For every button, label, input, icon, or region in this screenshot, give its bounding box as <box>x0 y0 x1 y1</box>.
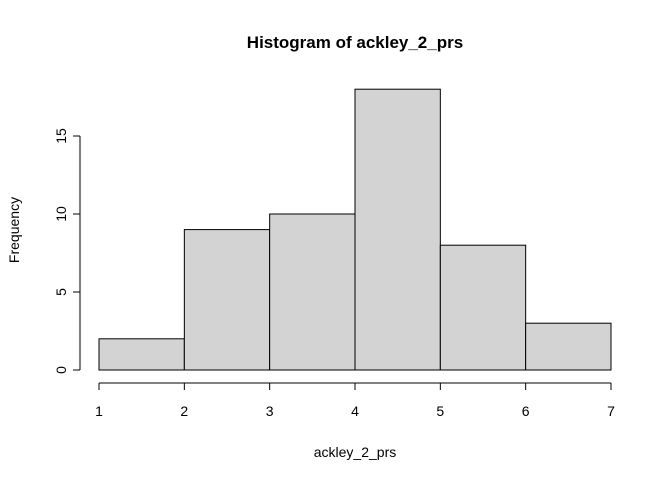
x-tick-label-1: 1 <box>95 403 103 419</box>
chart-title: Histogram of ackley_2_prs <box>247 33 463 52</box>
x-tick-label-5: 5 <box>436 403 444 419</box>
y-tick-label-5: 5 <box>53 288 69 296</box>
y-tick-label-10: 10 <box>53 206 69 222</box>
bars-group <box>98 88 612 371</box>
histogram-bar-4 <box>354 88 441 371</box>
y-tick-label-0: 0 <box>53 366 69 374</box>
x-tick-label-3: 3 <box>266 403 274 419</box>
histogram-bar-1 <box>98 338 185 371</box>
y-axis-label: Frequency <box>6 197 22 263</box>
x-axis: 1 2 3 4 5 6 7 <box>95 382 615 419</box>
x-tick-label-4: 4 <box>351 403 359 419</box>
x-tick-label-2: 2 <box>180 403 188 419</box>
histogram-bar-2 <box>183 229 271 371</box>
x-tick-label-6: 6 <box>522 403 530 419</box>
y-tick-label-15: 15 <box>53 128 69 144</box>
histogram-bar-6 <box>525 322 612 371</box>
x-axis-label: ackley_2_prs <box>314 444 397 460</box>
y-axis: 0 5 10 15 <box>53 128 81 374</box>
x-tick-label-7: 7 <box>607 403 615 419</box>
histogram-bar-3 <box>269 213 356 371</box>
histogram-bar-5 <box>439 244 527 371</box>
